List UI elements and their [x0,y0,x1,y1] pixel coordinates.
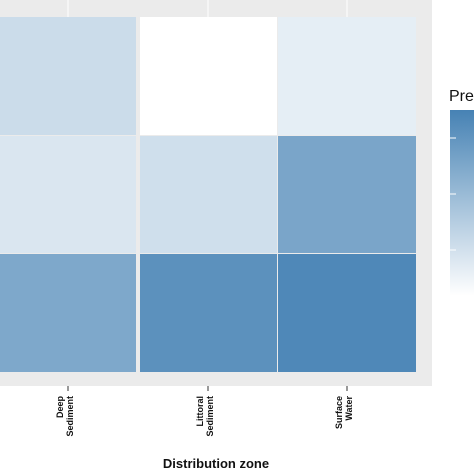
x-axis-ticks [67,386,348,391]
legend-colorbar [450,110,474,296]
x-tick-label-surface-water: SurfaceWater [334,396,354,430]
heatmap-cell-r1-deep-sediment [0,17,136,135]
heatmap-cell-r3-surface-water [278,254,416,372]
heatmap-cell-r1-littoral-sediment [140,17,277,135]
legend-title: Pre [449,88,474,105]
x-tick-label-littoral-sediment: LittoralSediment [195,396,215,437]
heatmap-cell-r3-littoral-sediment [140,254,277,372]
x-tick-label-deep-sediment: DeepSediment [55,396,75,437]
heatmap-cell-r1-surface-water [278,17,416,135]
heatmap-cell-r2-surface-water [278,136,416,253]
x-axis-tick-labels: DeepSediment LittoralSediment SurfaceWater [55,396,354,437]
x-axis-title: Distribution zone [163,456,269,471]
heatmap-cells [0,0,416,372]
legend: Pre [449,88,474,296]
heatmap-cell-r2-littoral-sediment [140,136,277,253]
heatmap-cell-r3-deep-sediment [0,254,136,372]
legend-ticks [450,137,456,251]
heatmap-cell-r2-deep-sediment [0,136,136,253]
